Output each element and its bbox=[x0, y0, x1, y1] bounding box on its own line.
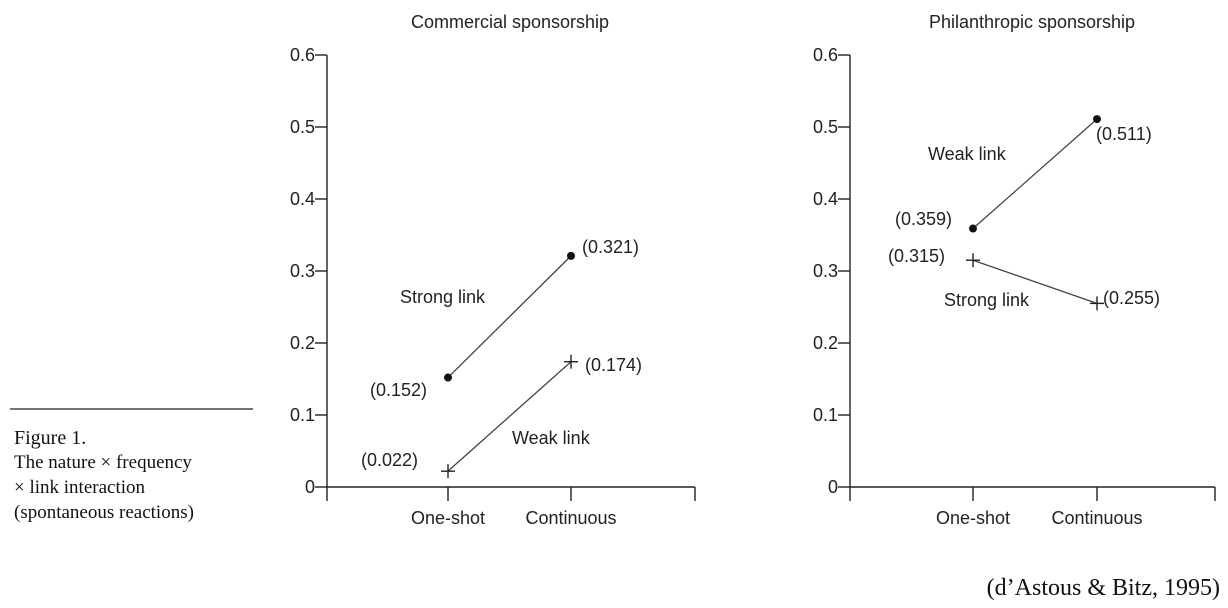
series-label-strong-link: Strong link bbox=[400, 287, 486, 307]
data-point-dot bbox=[969, 224, 977, 233]
y-tick-label: 0.6 bbox=[290, 45, 315, 65]
chart-philanthropic-sponsorship: Philanthropic sponsorship One-shot Conti… bbox=[813, 12, 1216, 528]
data-point-dot bbox=[567, 251, 575, 260]
caption-line-3: (spontaneous reactions) bbox=[14, 502, 194, 523]
y-tick-label: 0.3 bbox=[813, 261, 838, 281]
source-citation: (d’Astous & Bitz, 1995) bbox=[987, 575, 1220, 601]
data-point-plus bbox=[441, 464, 455, 479]
data-label-weak-one-shot: (0.022) bbox=[361, 450, 418, 470]
x-tick-label-continuous: Continuous bbox=[525, 508, 616, 528]
y-tick-label: 0.6 bbox=[813, 45, 838, 65]
data-label-strong-continuous: (0.255) bbox=[1103, 288, 1160, 308]
data-point-dot bbox=[444, 373, 452, 382]
series-label-weak-link: Weak link bbox=[512, 428, 591, 448]
data-label-weak-continuous: (0.174) bbox=[585, 355, 642, 375]
y-tick-label: 0.1 bbox=[290, 405, 315, 425]
data-point-plus bbox=[564, 354, 578, 369]
y-tick-label: 0.4 bbox=[290, 189, 315, 209]
y-tick-label: 0 bbox=[305, 477, 315, 497]
series-line bbox=[972, 118, 1098, 230]
figure-caption: Figure 1. The nature × frequency × link … bbox=[10, 408, 253, 523]
data-label-weak-one-shot: (0.359) bbox=[895, 209, 952, 229]
y-tick-label: 0.4 bbox=[813, 189, 838, 209]
x-tick-label-one-shot: One-shot bbox=[411, 508, 485, 528]
data-point-dot bbox=[1093, 115, 1101, 124]
series-line bbox=[447, 255, 572, 379]
chart-commercial-sponsorship: Commercial sponsorship One-shot Continuo… bbox=[290, 12, 696, 528]
x-tick-label-one-shot: One-shot bbox=[936, 508, 1010, 528]
caption-line-2: × link interaction bbox=[14, 477, 146, 498]
data-point-plus bbox=[1090, 296, 1104, 311]
chart-title: Commercial sponsorship bbox=[411, 12, 609, 32]
chart-title: Philanthropic sponsorship bbox=[929, 12, 1135, 32]
data-label-strong-one-shot: (0.152) bbox=[370, 380, 427, 400]
data-point-plus bbox=[966, 253, 980, 268]
y-tick-label: 0.1 bbox=[813, 405, 838, 425]
y-tick-label: 0 bbox=[828, 477, 838, 497]
caption-title: Figure 1. bbox=[14, 427, 86, 449]
caption-line-1: The nature × frequency bbox=[14, 452, 192, 473]
series-label-weak-link: Weak link bbox=[928, 144, 1007, 164]
series-line bbox=[447, 361, 572, 472]
data-label-strong-continuous: (0.321) bbox=[582, 237, 639, 257]
y-tick-label: 0.5 bbox=[290, 117, 315, 137]
x-tick-label-continuous: Continuous bbox=[1051, 508, 1142, 528]
data-label-weak-continuous: (0.511) bbox=[1096, 124, 1152, 144]
y-tick-label: 0.5 bbox=[813, 117, 838, 137]
y-tick-label: 0.2 bbox=[290, 333, 315, 353]
series-label-strong-link: Strong link bbox=[944, 290, 1030, 310]
series-line bbox=[972, 259, 1098, 305]
data-label-strong-one-shot: (0.315) bbox=[888, 246, 945, 266]
y-tick-label: 0.2 bbox=[813, 333, 838, 353]
y-tick-label: 0.3 bbox=[290, 261, 315, 281]
